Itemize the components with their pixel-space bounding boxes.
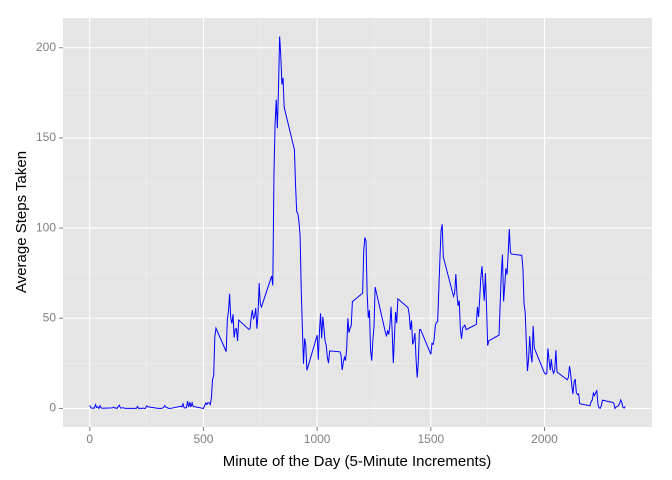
x-tick-label: 500: [193, 432, 213, 446]
y-tick-label: 200: [36, 40, 56, 54]
panel: [63, 18, 652, 427]
data-line: [89, 36, 626, 410]
y-tick-label: 50: [43, 310, 57, 324]
x-tick-label: 0: [86, 432, 93, 446]
y-tick-label: 100: [36, 220, 56, 234]
x-axis-title: Minute of the Day (5-Minute Increments): [223, 453, 491, 470]
x-tick-label: 2000: [531, 432, 558, 446]
y-tick-label: 0: [49, 401, 56, 415]
y-axis-title: Average Steps Taken: [13, 151, 30, 293]
y-tick-label: 150: [36, 130, 56, 144]
x-tick-label: 1000: [304, 432, 331, 446]
x-tick-label: 1500: [417, 432, 444, 446]
